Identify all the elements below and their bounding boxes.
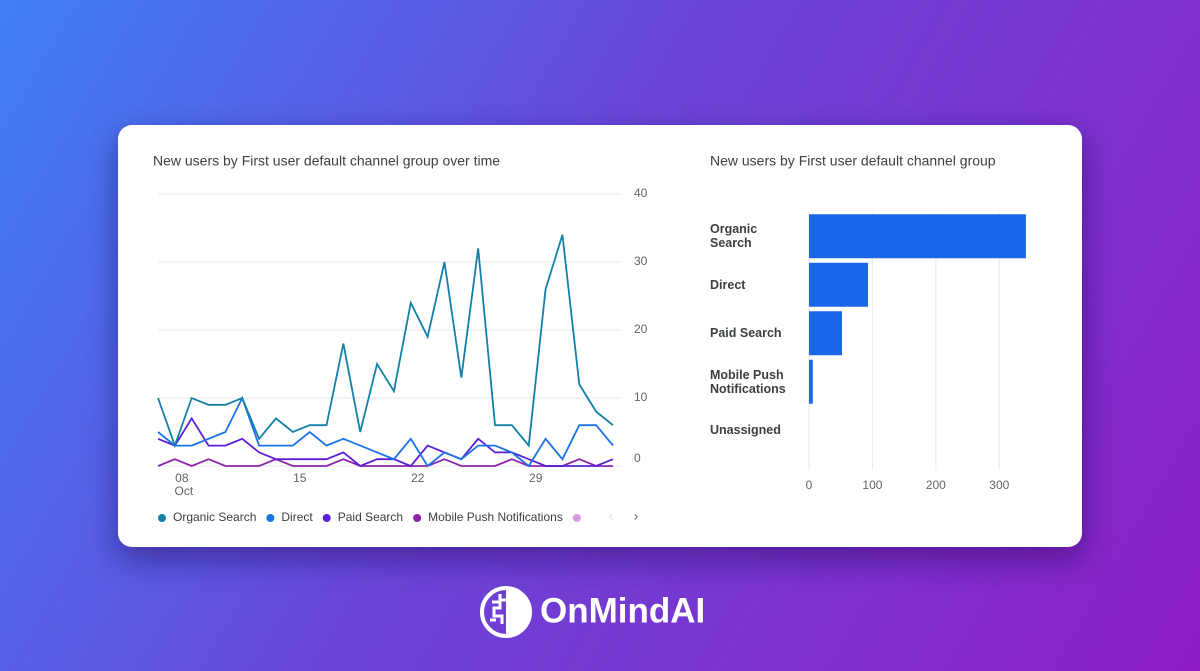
x-tick-label: 100: [862, 478, 882, 492]
x-tick-label: 200: [926, 478, 946, 492]
bar: [809, 311, 842, 356]
logo-icon: [480, 586, 532, 638]
legend-label: Organic Search: [173, 510, 256, 524]
legend-marker: [322, 514, 331, 522]
legend-label: Mobile Push Notifications: [428, 510, 563, 524]
legend-marker: [266, 514, 275, 522]
y-tick-label: 20: [634, 322, 648, 336]
legend-label: Paid Search: [338, 510, 403, 524]
legend-marker: [158, 514, 166, 522]
y-tick-label: 0: [634, 451, 641, 465]
bar: [809, 359, 813, 404]
bar: [809, 214, 1026, 259]
x-tick-label: 15: [293, 471, 307, 485]
series-line: [157, 416, 614, 468]
x-month-label: Oct: [175, 484, 194, 498]
series-line: [157, 234, 614, 449]
legend-prev[interactable]: ‹: [609, 508, 614, 524]
x-tick-label: 29: [529, 471, 543, 485]
bar-chart-title: New users by First user default channel …: [710, 153, 996, 169]
bar: [809, 262, 868, 307]
y-tick-label: Mobile Push Notifications: [710, 367, 786, 396]
y-tick-label: 30: [634, 254, 648, 268]
y-tick-label: Direct: [710, 277, 746, 292]
x-tick-label: 22: [411, 471, 425, 485]
y-tick-label: Unassigned: [710, 423, 781, 438]
series-line: [157, 395, 614, 468]
y-tick-label: 10: [634, 390, 648, 404]
y-tick-label: Paid Search: [710, 326, 782, 341]
series-line: [157, 458, 613, 467]
brand: OnMindAI: [540, 591, 705, 630]
line-chart-title: New users by First user default channel …: [153, 153, 500, 169]
legend-label: Direct: [281, 510, 313, 524]
legend-next[interactable]: ›: [634, 508, 639, 524]
x-tick-label: 08: [175, 471, 189, 485]
legend-marker: [413, 514, 422, 522]
y-tick-label: Organic Search: [710, 222, 758, 251]
y-tick-label: 40: [634, 186, 648, 200]
x-tick-label: 300: [989, 478, 1009, 492]
x-tick-label: 0: [806, 478, 813, 492]
legend-marker-overflow: [572, 514, 581, 522]
